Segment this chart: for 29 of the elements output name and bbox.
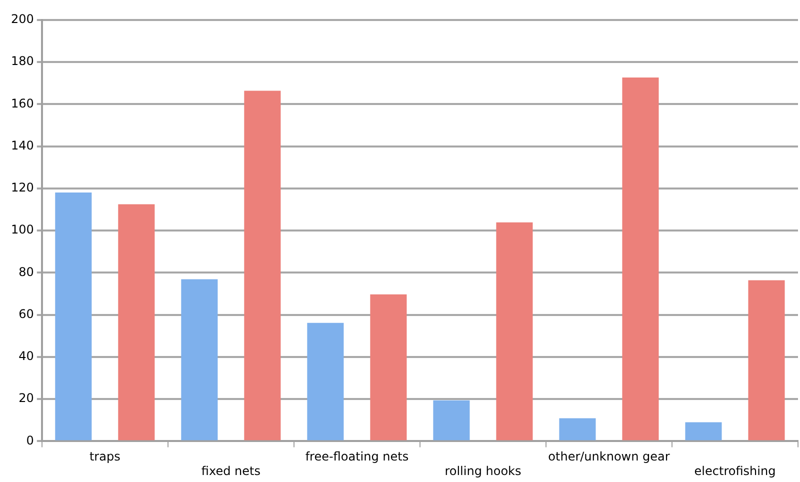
bar [244,90,281,440]
y-tick-label: 120 [11,180,34,195]
bar [748,280,785,440]
x-tick-label: other/unknown gear [548,450,670,464]
x-tick-label: fixed nets [201,464,260,478]
bar [118,204,155,440]
y-tick-label: 0 [26,433,34,448]
y-tick-label: 60 [18,306,34,321]
y-tick-label: 140 [11,138,34,152]
bar [433,400,470,440]
y-tick-label: 80 [18,264,34,279]
x-tick-label: free-floating nets [305,450,409,464]
y-tick-label: 180 [11,54,34,68]
bar [307,322,344,440]
x-tick-label: rolling hooks [444,464,522,478]
bar [559,418,596,440]
x-tick-label: electrofishing [694,464,776,478]
x-tick-label: traps [89,450,120,464]
bar [685,422,722,440]
bar [181,279,218,440]
y-tick-label: 100 [11,222,34,237]
y-tick-label: 160 [11,96,34,110]
bar [496,222,533,440]
bar [55,192,92,440]
bar [622,77,659,440]
y-tick-label: 20 [18,391,34,406]
bar [370,294,407,440]
y-tick-label: 40 [18,349,34,364]
y-tick-label: 200 [11,12,34,26]
